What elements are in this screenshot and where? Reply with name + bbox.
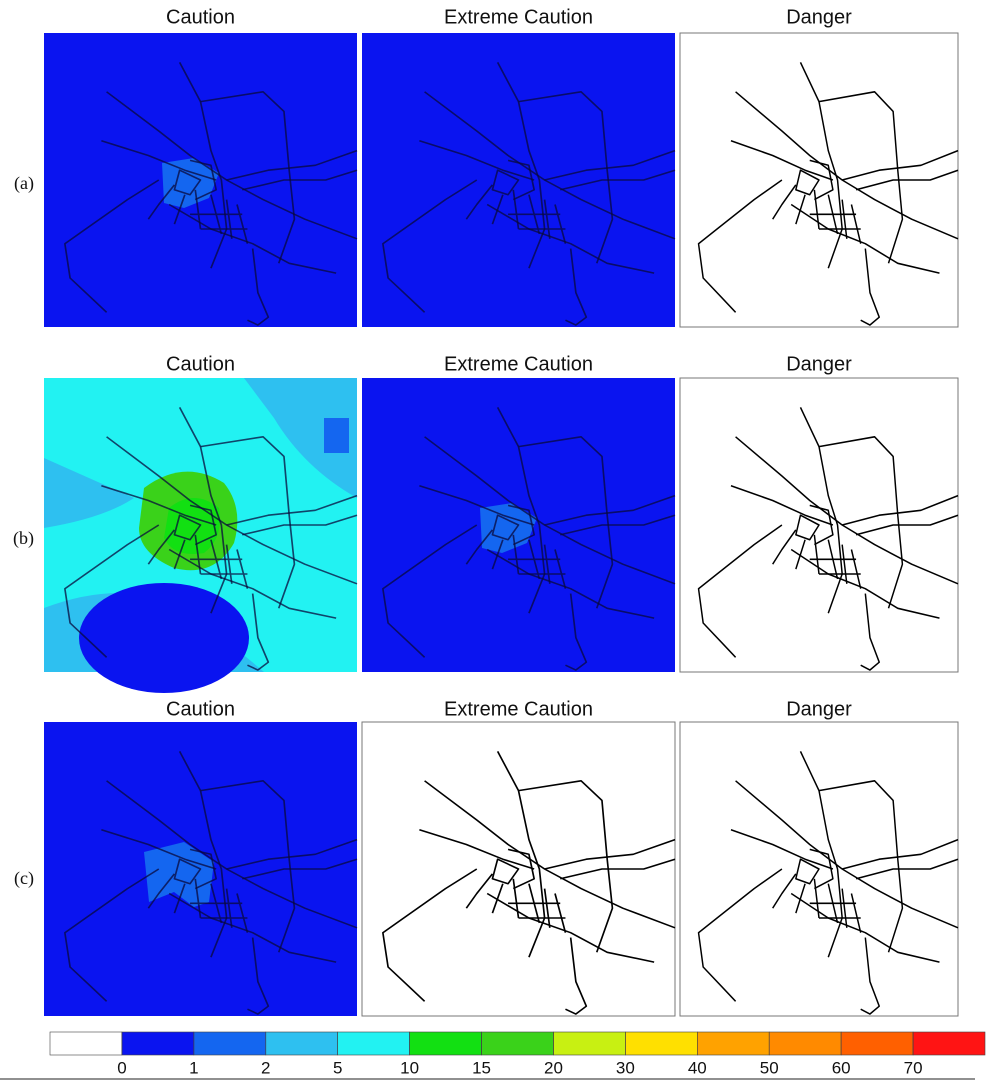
color-box bbox=[912, 1031, 986, 1056]
colorbar-tick-label: 5 bbox=[333, 1058, 342, 1077]
row-label: (b) bbox=[13, 528, 34, 549]
map-panel bbox=[679, 377, 959, 673]
row-label: (c) bbox=[14, 868, 34, 889]
color-box bbox=[49, 1031, 123, 1056]
colorbar-tick-label: 60 bbox=[832, 1058, 851, 1077]
map-panel bbox=[361, 721, 676, 1017]
colorbar-tick-label: 30 bbox=[616, 1058, 635, 1077]
colorbar-tick-label: 70 bbox=[904, 1058, 923, 1077]
map-panel bbox=[679, 32, 959, 328]
panel-title: Caution bbox=[166, 353, 235, 375]
color-box bbox=[553, 1031, 626, 1056]
map-panel bbox=[362, 378, 676, 672]
panel-title: Danger bbox=[786, 353, 852, 375]
colorbar-tick-label: 20 bbox=[544, 1058, 563, 1077]
color-box bbox=[265, 1031, 338, 1056]
map-panel bbox=[679, 721, 959, 1017]
zone bbox=[324, 418, 349, 453]
colorbar-tick-label: 10 bbox=[400, 1058, 419, 1077]
row-label: (a) bbox=[14, 173, 34, 194]
panel-title: Extreme Caution bbox=[444, 353, 593, 375]
panel-title: Extreme Caution bbox=[444, 698, 593, 720]
panel-title: Caution bbox=[166, 6, 235, 28]
colorbar-tick-label: 15 bbox=[472, 1058, 491, 1077]
color-box bbox=[697, 1031, 770, 1056]
panel-title: Danger bbox=[786, 6, 852, 28]
color-box bbox=[337, 1031, 410, 1056]
color-box bbox=[121, 1031, 195, 1056]
zone bbox=[79, 583, 249, 693]
map-panel bbox=[362, 33, 676, 327]
color-box bbox=[193, 1031, 267, 1056]
map-panel bbox=[44, 722, 358, 1016]
colorbar-tick-label: 2 bbox=[261, 1058, 270, 1077]
colorbar-tick-label: 1 bbox=[189, 1058, 198, 1077]
color-box bbox=[481, 1031, 554, 1056]
panel-title: Extreme Caution bbox=[444, 6, 593, 28]
map-panel bbox=[44, 378, 358, 693]
panel-title: Caution bbox=[166, 698, 235, 720]
panel-title: Danger bbox=[786, 698, 852, 720]
color-box bbox=[840, 1031, 914, 1056]
map-panel bbox=[44, 33, 358, 327]
colorbar-tick-label: 40 bbox=[688, 1058, 707, 1077]
color-box bbox=[625, 1031, 698, 1056]
colorbar-tick-label: 50 bbox=[760, 1058, 779, 1077]
color-box bbox=[409, 1031, 482, 1056]
color-box bbox=[768, 1031, 842, 1056]
colorbar-tick-label: 0 bbox=[117, 1058, 126, 1077]
